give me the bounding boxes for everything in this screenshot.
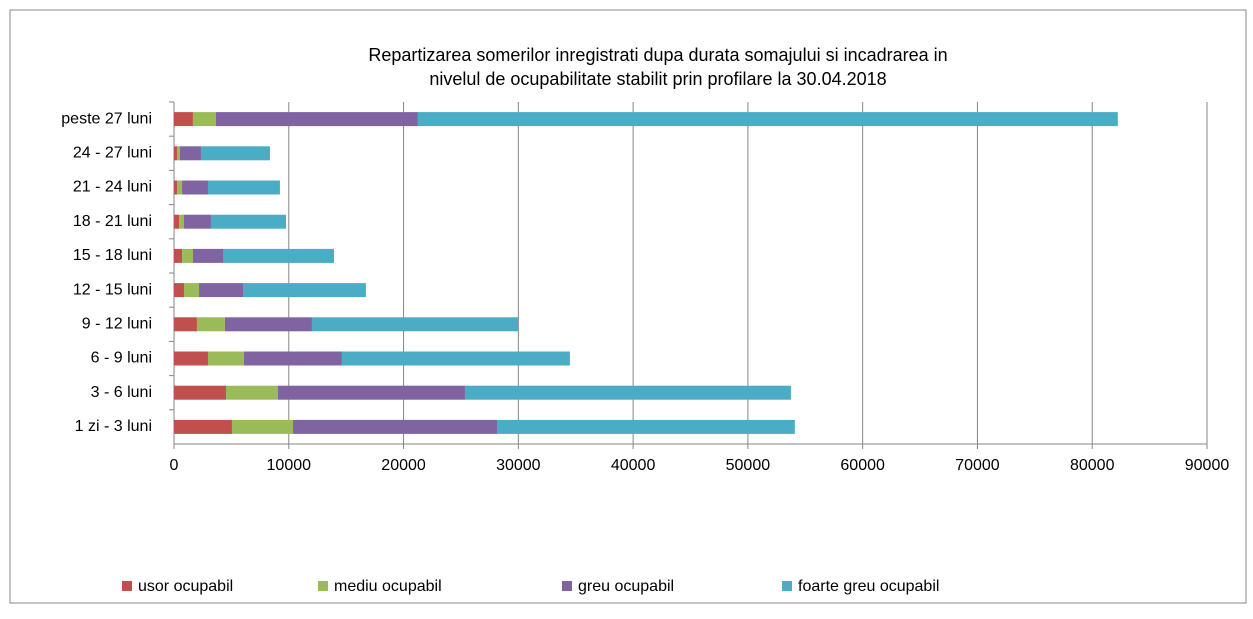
bar-segment — [311, 317, 518, 332]
x-tick-label: 90000 — [1185, 457, 1230, 474]
legend-label: mediu ocupabil — [334, 578, 442, 595]
bar-segment — [179, 146, 201, 161]
bar-segment — [174, 248, 183, 263]
y-tick-label: 21 - 24 luni — [73, 179, 152, 196]
bar-segment — [199, 283, 243, 298]
bar-segment — [174, 180, 177, 195]
y-tick-label: 9 - 12 luni — [82, 316, 152, 333]
bar-segment — [176, 180, 183, 195]
legend-label: greu ocupabil — [578, 578, 674, 595]
bar-segment — [200, 146, 270, 161]
bar-segment — [174, 351, 208, 366]
y-tick-label: 1 zi - 3 luni — [75, 418, 152, 435]
bar-segment — [207, 351, 245, 366]
bar-segment — [174, 214, 180, 229]
bar-segment — [176, 146, 180, 161]
bar-segment — [192, 112, 217, 127]
legend-swatch — [782, 581, 792, 591]
bar-segment — [225, 385, 278, 400]
chart-title: Repartizarea somerilor inregistrati dupa… — [368, 45, 947, 65]
y-tick-label: 15 - 18 luni — [73, 247, 152, 264]
legend-swatch — [122, 581, 132, 591]
bar-segment — [174, 317, 197, 332]
chart-title: nivelul de ocupabilitate stabilit prin p… — [429, 69, 886, 89]
bar-segment — [216, 112, 418, 127]
bar-segment — [182, 180, 208, 195]
x-tick-label: 70000 — [955, 457, 1000, 474]
y-tick-label: 24 - 27 luni — [73, 145, 152, 162]
bar-segment — [341, 351, 570, 366]
bar-segment — [174, 146, 177, 161]
bar-segment — [231, 419, 294, 434]
legend-swatch — [562, 581, 572, 591]
bar-segment — [242, 283, 366, 298]
x-tick-label: 30000 — [496, 457, 541, 474]
bar-segment — [207, 180, 280, 195]
y-tick-label: peste 27 luni — [61, 110, 152, 127]
legend-swatch — [318, 581, 328, 591]
x-tick-label: 10000 — [267, 457, 312, 474]
y-tick-label: 3 - 6 luni — [91, 384, 152, 401]
y-tick-label: 12 - 15 luni — [73, 281, 152, 298]
bar-segment — [174, 419, 232, 434]
bar-segment — [174, 283, 184, 298]
legend-label: usor ocupabil — [138, 578, 233, 595]
bar-segment — [196, 317, 225, 332]
bar-segment — [496, 419, 795, 434]
bar-segment — [179, 214, 184, 229]
x-tick-label: 20000 — [381, 457, 426, 474]
bar-segment — [192, 248, 224, 263]
bar-segment — [224, 317, 312, 332]
bar-segment — [417, 112, 1118, 127]
chart-frame — [9, 9, 1247, 604]
bar-segment — [210, 214, 287, 229]
x-tick-label: 40000 — [611, 457, 656, 474]
bar-segment — [174, 385, 226, 400]
x-tick-label: 60000 — [840, 457, 885, 474]
x-tick-label: 0 — [170, 457, 179, 474]
bar-segment — [277, 385, 465, 400]
bar-segment — [182, 248, 193, 263]
bar-segment — [183, 214, 211, 229]
bar-segment — [244, 351, 342, 366]
x-tick-label: 80000 — [1070, 457, 1115, 474]
y-tick-label: 6 - 9 luni — [91, 350, 152, 367]
bar-segment — [464, 385, 791, 400]
legend-label: foarte greu ocupabil — [798, 578, 939, 595]
bar-segment — [174, 112, 193, 127]
x-tick-label: 50000 — [726, 457, 771, 474]
bar-segment — [293, 419, 497, 434]
bar-segment — [183, 283, 200, 298]
y-tick-label: 18 - 21 luni — [73, 213, 152, 230]
bar-segment — [223, 248, 335, 263]
